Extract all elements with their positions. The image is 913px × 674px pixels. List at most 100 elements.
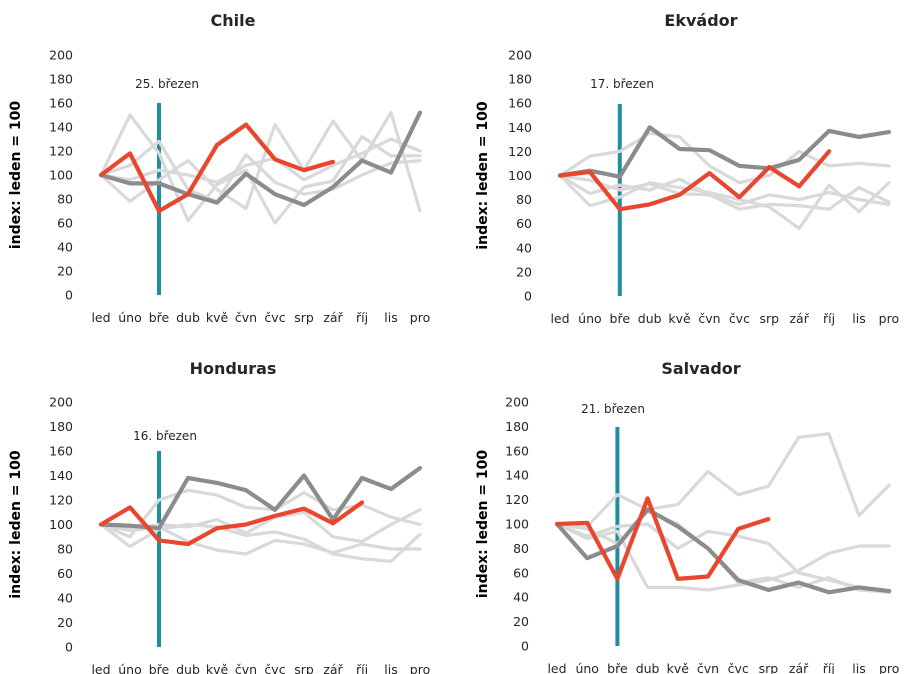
x-tick-label: bře <box>610 311 631 326</box>
y-tick-label: 140 <box>49 120 73 135</box>
x-tick-label: led <box>91 310 110 325</box>
x-tick-label: úno <box>118 310 142 325</box>
y-tick-label: 40 <box>57 240 73 255</box>
y-tick-label: 40 <box>57 591 73 606</box>
y-tick-label: 140 <box>49 468 73 483</box>
y-tick-label: 160 <box>508 96 532 111</box>
y-tick-label: 160 <box>505 443 529 458</box>
y-tick-label: 180 <box>508 72 532 87</box>
y-axis-label: index: leden = 100 <box>475 101 491 250</box>
x-tick-label: úno <box>575 661 599 674</box>
y-tick-label: 40 <box>513 590 529 605</box>
x-tick-label: srp <box>759 661 779 674</box>
series-line-emphasis <box>554 507 892 595</box>
x-tick-label: čvc <box>728 661 749 674</box>
y-axis-label: index: leden = 100 <box>8 450 24 599</box>
y-tick-label: 0 <box>65 288 73 303</box>
x-tick-label: lis <box>852 661 865 674</box>
x-tick-label: čvn <box>235 310 257 325</box>
y-tick-label: 0 <box>524 289 532 304</box>
y-tick-label: 60 <box>513 565 529 580</box>
chart-title: Ekvádor <box>664 11 737 30</box>
x-tick-label: led <box>547 661 566 674</box>
series-line-emphasis <box>557 125 892 179</box>
chart-title: Chile <box>211 11 256 30</box>
x-tick-label: kvě <box>667 661 690 674</box>
y-tick-label: 200 <box>505 395 529 410</box>
y-tick-label: 100 <box>505 517 529 532</box>
y-tick-label: 0 <box>65 640 73 655</box>
x-tick-label: úno <box>118 662 142 674</box>
event-marker-label: 17. březen <box>590 77 654 91</box>
x-tick-label: bře <box>607 661 628 674</box>
y-tick-label: 0 <box>521 639 529 654</box>
y-tick-label: 140 <box>508 120 532 135</box>
y-tick-label: 40 <box>516 240 532 255</box>
x-tick-label: zář <box>790 311 810 326</box>
x-tick-label: led <box>550 311 569 326</box>
y-tick-label: 20 <box>57 615 73 630</box>
x-tick-label: čvc <box>729 311 750 326</box>
y-tick-label: 60 <box>516 216 532 231</box>
x-tick-label: říj <box>356 310 368 325</box>
chart-title: Salvador <box>661 359 740 378</box>
x-tick-label: zář <box>323 662 343 674</box>
y-tick-label: 200 <box>49 395 73 410</box>
y-tick-label: 120 <box>505 492 529 507</box>
event-marker-label: 25. březen <box>135 77 199 91</box>
x-tick-label: čvn <box>697 661 719 674</box>
chart-title: Honduras <box>190 359 277 378</box>
y-axis-label: index: leden = 100 <box>475 450 491 599</box>
series-line-background <box>558 131 891 185</box>
y-tick-label: 20 <box>57 264 73 279</box>
event-marker-label: 21. březen <box>581 402 645 416</box>
series-line-highlight <box>557 149 832 212</box>
y-axis-label: index: leden = 100 <box>8 101 24 250</box>
x-tick-label: říj <box>356 662 368 674</box>
series-line-background <box>99 139 422 203</box>
chart-panel-honduras: Honduras index: leden = 100 0 20 40 60 80 100 12… <box>8 359 430 674</box>
x-tick-label: říj <box>823 661 835 674</box>
x-tick-label: srp <box>294 662 314 674</box>
x-tick-label: kvě <box>206 662 229 674</box>
y-tick-label: 100 <box>508 168 532 183</box>
series-line-background <box>99 488 422 539</box>
chart-panel-ekvador: Ekvádor index: leden = 100 0 20 40 60 80 100 120… <box>475 11 899 326</box>
y-tick-label: 120 <box>49 144 73 159</box>
series-line-background <box>555 522 891 592</box>
y-tick-label: 180 <box>505 419 529 434</box>
series-line-background <box>555 432 891 529</box>
x-tick-label: pro <box>410 310 430 325</box>
x-tick-label: dub <box>176 310 200 325</box>
y-tick-label: 160 <box>49 444 73 459</box>
x-tick-label: pro <box>879 661 899 674</box>
x-tick-label: pro <box>879 311 899 326</box>
y-tick-label: 180 <box>49 419 73 434</box>
y-tick-label: 160 <box>49 96 73 111</box>
x-tick-label: srp <box>294 310 314 325</box>
series-line-background <box>99 508 422 544</box>
chart-panel-chile: Chile index: leden = 100 0 20 40 60 80 100 120 14… <box>8 11 430 325</box>
event-marker-label: 16. březen <box>133 429 197 443</box>
y-tick-label: 80 <box>516 192 532 207</box>
x-tick-label: lis <box>852 311 865 326</box>
y-tick-label: 200 <box>508 48 532 63</box>
x-tick-label: lis <box>384 310 397 325</box>
y-tick-label: 180 <box>49 72 73 87</box>
x-tick-label: dub <box>176 662 200 674</box>
y-tick-label: 200 <box>49 48 73 63</box>
x-tick-label: bře <box>149 662 170 674</box>
x-tick-label: dub <box>636 661 660 674</box>
x-tick-label: čvn <box>235 662 257 674</box>
y-tick-label: 120 <box>49 493 73 508</box>
x-tick-label: pro <box>410 662 430 674</box>
series-line-background <box>99 137 422 184</box>
y-tick-label: 100 <box>49 168 73 183</box>
y-tick-label: 80 <box>57 542 73 557</box>
x-tick-label: říj <box>823 311 835 326</box>
y-tick-label: 80 <box>513 541 529 556</box>
y-tick-label: 20 <box>516 264 532 279</box>
x-tick-label: srp <box>760 311 780 326</box>
x-tick-label: čvc <box>264 310 285 325</box>
x-tick-label: úno <box>578 311 602 326</box>
